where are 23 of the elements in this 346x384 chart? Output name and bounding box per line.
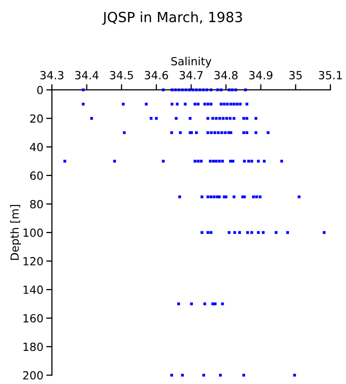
y-tick-label: 160 — [24, 314, 43, 322]
y-tick-label: 80 — [30, 200, 43, 208]
x-tick-label: 34.8 — [214, 70, 238, 80]
y-tick-label: 140 — [24, 286, 43, 294]
y-tick-label: 120 — [24, 257, 43, 266]
x-tick-label: 34.5 — [110, 70, 133, 80]
y-tick-label: 180 — [24, 342, 43, 352]
x-axis-title: Salinity — [171, 56, 212, 68]
x-tick-label: 35.1 — [318, 70, 342, 80]
y-tick-label: 0 — [37, 86, 43, 94]
y-tick-label: 60 — [30, 171, 43, 180]
x-tick-label: 34.3 — [40, 70, 64, 80]
x-tick-label: 34.6 — [144, 70, 168, 80]
x-tick-label: 34.9 — [249, 70, 272, 80]
y-tick-label: 20 — [30, 114, 43, 123]
chart-title: JQSP in March, 1983 — [102, 12, 242, 25]
x-tick-label: 35 — [289, 70, 302, 80]
y-axis-title: Depth [m] — [10, 205, 21, 260]
x-tick-label: 34.4 — [75, 70, 98, 80]
y-tick-label: 100 — [24, 228, 43, 237]
x-tick-label: 34.7 — [180, 70, 203, 80]
y-tick-label: 40 — [30, 142, 43, 152]
y-tick-label: 200 — [23, 371, 43, 380]
